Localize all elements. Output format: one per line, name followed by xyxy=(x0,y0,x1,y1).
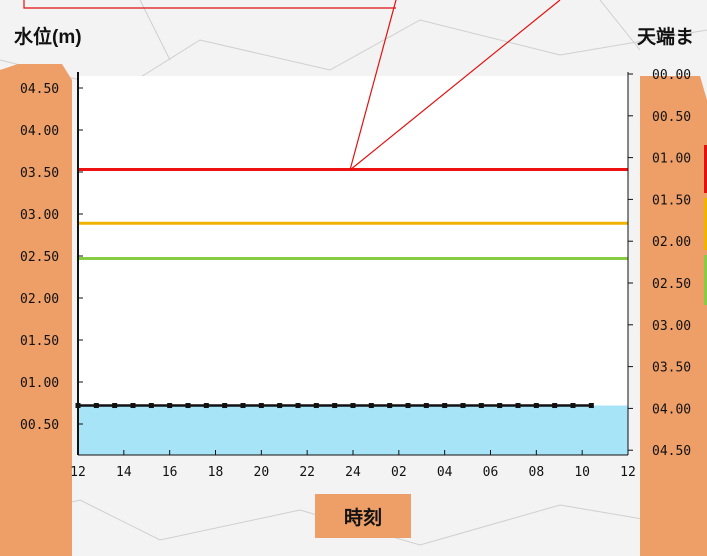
data-point xyxy=(589,403,594,408)
y-left-tick-label: 03.50 xyxy=(20,166,59,181)
data-point xyxy=(351,403,356,408)
data-point xyxy=(131,403,136,408)
y-right-tick-label: 04.50 xyxy=(652,444,691,459)
x-tick-label: 18 xyxy=(208,465,224,480)
data-point xyxy=(479,403,484,408)
x-axis-title: 時刻 xyxy=(344,503,382,530)
x-tick-label: 24 xyxy=(345,465,361,480)
data-point xyxy=(296,403,301,408)
x-tick-label: 12 xyxy=(70,465,86,480)
data-point xyxy=(314,403,319,408)
right-orange-panel xyxy=(640,76,707,556)
x-tick-label: 16 xyxy=(162,465,178,480)
x-tick-label: 14 xyxy=(116,465,132,480)
data-point xyxy=(571,403,576,408)
y-axis-title-left: 水位(m) xyxy=(14,22,82,49)
data-point xyxy=(241,403,246,408)
y-left-tick-label: 04.00 xyxy=(20,124,59,139)
y-right-tick-label: 02.00 xyxy=(652,235,691,250)
x-tick-label: 02 xyxy=(391,465,407,480)
data-point xyxy=(204,403,209,408)
y-right-tick-label: 01.00 xyxy=(652,152,691,167)
y-axis-title-right: 天端ま xyxy=(637,22,694,49)
data-point xyxy=(461,403,466,408)
data-point xyxy=(186,403,191,408)
water-level-fill xyxy=(79,406,628,455)
y-left-tick-label: 03.00 xyxy=(20,208,59,223)
data-point xyxy=(387,403,392,408)
x-tick-label: 04 xyxy=(437,465,453,480)
data-point xyxy=(222,403,227,408)
y-right-tick-label: 00.50 xyxy=(652,110,691,125)
data-point xyxy=(149,403,154,408)
y-left-tick-label: 01.00 xyxy=(20,376,59,391)
x-axis-title-box: 時刻 xyxy=(315,494,411,538)
x-tick-label: 10 xyxy=(574,465,590,480)
x-tick-label: 20 xyxy=(254,465,270,480)
x-tick-label: 08 xyxy=(529,465,545,480)
y-right-tick-label: 03.50 xyxy=(652,361,691,376)
y-left-tick-label: 02.00 xyxy=(20,292,59,307)
y-right-tick-label: 03.00 xyxy=(652,319,691,334)
data-point xyxy=(442,403,447,408)
data-point xyxy=(369,403,374,408)
y-left-tick-label: 02.50 xyxy=(20,250,59,265)
y-left-tick-label: 00.50 xyxy=(20,418,59,433)
y-right-tick-label: 01.50 xyxy=(652,193,691,208)
y-right-tick-label: 02.50 xyxy=(652,277,691,292)
x-tick-label: 12 xyxy=(620,465,636,480)
data-point xyxy=(332,403,337,408)
x-tick-label: 06 xyxy=(483,465,499,480)
y-right-tick-label: 04.00 xyxy=(652,402,691,417)
data-point xyxy=(406,403,411,408)
y-left-tick-label: 01.50 xyxy=(20,334,59,349)
plot-area xyxy=(78,76,628,454)
data-point xyxy=(112,403,117,408)
data-point xyxy=(516,403,521,408)
data-point xyxy=(552,403,557,408)
data-point xyxy=(534,403,539,408)
data-point xyxy=(497,403,502,408)
data-point xyxy=(94,403,99,408)
x-tick-label: 22 xyxy=(299,465,315,480)
data-point xyxy=(277,403,282,408)
data-point xyxy=(259,403,264,408)
y-left-tick-label: 04.50 xyxy=(20,82,59,97)
data-point xyxy=(424,403,429,408)
y-right-tick-label: 00.00 xyxy=(652,68,691,83)
data-point xyxy=(167,403,172,408)
